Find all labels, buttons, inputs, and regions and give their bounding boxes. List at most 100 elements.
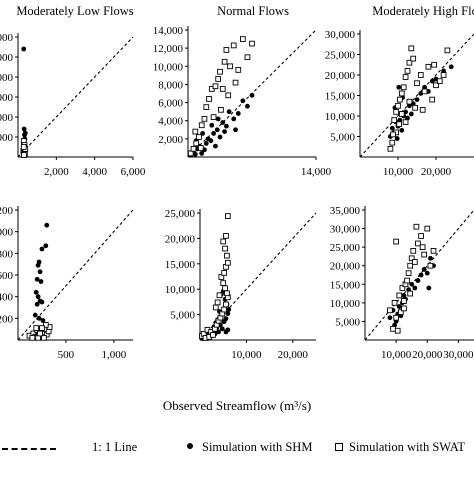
panel-1-swat-point: [21, 152, 27, 158]
panel-1-shm-point: [22, 130, 28, 136]
panel-2-shm-point: [217, 134, 223, 140]
panel-4-shm-point: [39, 246, 45, 252]
panel-3-swat-point: [436, 78, 443, 85]
panel-2-shm-point: [224, 123, 229, 129]
panel-4-shm-point: [33, 289, 39, 295]
panel-6-y-tick-label: 15,000: [330, 279, 361, 291]
panel-4-x-tick-label: 1,000: [101, 349, 126, 361]
panel-3-swat-point: [393, 109, 399, 115]
panel-4-shm-point: [34, 301, 40, 307]
panel-6-swat-point: [424, 225, 431, 232]
panel-3-swat-point: [390, 131, 396, 138]
panel-3-shm-point: [399, 127, 405, 133]
panel-3-y-tick-label: 20,000: [325, 70, 356, 82]
panel-6-shm-point: [424, 270, 430, 276]
panel-3-swat-point: [402, 74, 409, 80]
legend-shm-label: Simulation with SHM: [202, 440, 313, 454]
panel-5-swat-point: [224, 213, 231, 219]
panel-6-swat-point: [413, 223, 420, 230]
panel-3-y-tick-label: 15,000: [325, 91, 356, 103]
panel-3-swat-point: [400, 84, 407, 91]
panel-6-swat-point: [407, 290, 414, 297]
panel-3-y-tick-label: 5,000: [330, 132, 355, 144]
panel-6-shm-point: [401, 293, 407, 298]
panel-5-swat-point: [220, 238, 227, 245]
panel-5-swat-point: [212, 304, 219, 311]
panel-2-y-tick-label: 2,000: [158, 134, 183, 146]
panel-3-x-tick-label: 10,000: [383, 166, 414, 178]
panel-4-y-tick-label: 1,000: [0, 227, 14, 239]
panel-3-y-tick-label: 10,000: [325, 111, 356, 123]
panel-3-swat-point: [425, 63, 432, 70]
panel-6-y-tick-label: 35,000: [330, 205, 361, 217]
panel-4-shm-point: [44, 222, 50, 228]
panel-2-shm-point: [199, 150, 205, 156]
panel-3-swat-point: [444, 47, 451, 54]
panel-2-shm-point: [220, 120, 226, 125]
panel-2-swat-point: [197, 145, 204, 151]
panel-6-shm-point: [409, 281, 415, 287]
panel-2-shm-point: [240, 98, 246, 104]
panel-2-y-tick-label: 4,000: [158, 116, 183, 128]
panel-6-swat-point: [415, 240, 421, 247]
panel-6-swat-point: [411, 259, 418, 265]
panel-4-shm-point: [35, 294, 41, 300]
panel-3-shm-point: [397, 117, 403, 123]
panel-1-one-to-one-line: [17, 36, 134, 158]
panel-2-shm-point: [222, 129, 227, 135]
panel-4-shm-point: [32, 312, 38, 318]
panel-2-shm-point: [233, 127, 238, 133]
panel-5-y-tick-label: 25,000: [165, 208, 196, 220]
panel-6-swat-point: [404, 277, 410, 284]
panel-2-swat-point: [217, 68, 223, 75]
panel-6-y-tick-label: 10,000: [330, 298, 361, 310]
panel-3-title: Moderately High Flows: [372, 4, 474, 18]
panel-6-swat-point: [430, 248, 437, 254]
panel-2-x-tick-label: 14,000: [301, 166, 332, 178]
panel-1-y-tick-label: 1,000: [0, 132, 14, 144]
legend: 1: 1 Line Simulation with SHM Simulation…: [0, 440, 474, 470]
panel-3-swat-point: [419, 106, 426, 113]
panel-5-shm-point: [226, 307, 232, 312]
panel-4-y-tick-label: 400: [0, 292, 14, 304]
panel-6-shm-point: [396, 304, 402, 309]
legend-square-icon: [335, 443, 343, 451]
panel-2-y-tick-label: 12,000: [153, 43, 184, 55]
panel-6-swat-point: [396, 292, 403, 299]
panel-3-swat-point: [412, 104, 418, 111]
panel-3-swat-point: [431, 61, 437, 68]
panel-2-swat-point: [190, 145, 197, 152]
panel-5-y-tick-label: 5,000: [170, 310, 195, 322]
panel-3-shm-point: [408, 111, 414, 117]
panel-6-swat-point: [410, 248, 417, 254]
panel-2-shm-point: [213, 143, 218, 149]
panel-3-swat-point: [406, 59, 413, 66]
panel-3-swat-point: [391, 117, 398, 123]
panel-2-y-tick-label: 14,000: [153, 25, 184, 37]
panel-2-swat-point: [232, 79, 239, 86]
panel-5-x-tick-label: 20,000: [278, 349, 309, 361]
panel-5-shm-point: [219, 326, 225, 332]
panel-2-shm-point: [215, 116, 221, 122]
panel-4-swat-point: [33, 325, 40, 331]
panel-5-y-tick-label: 10,000: [165, 284, 196, 296]
panel-2-shm-point: [192, 151, 198, 157]
panel-6-swat-point: [401, 305, 407, 312]
panel-3-shm-point: [422, 84, 427, 90]
panel-2-swat-point: [240, 36, 246, 42]
panel-3-y-tick-label: 30,000: [325, 29, 356, 41]
panel-4-shm-point: [34, 276, 40, 282]
panel-6-y-tick-label: 20,000: [330, 261, 361, 273]
panel-3-x-tick-label: 20,000: [421, 166, 452, 178]
panel-2-swat-point: [227, 63, 233, 70]
panel-2-shm-point: [208, 138, 214, 144]
legend-dashed-line-icon: [2, 448, 56, 450]
panel-2-swat-point: [219, 86, 226, 92]
panel-4-swat-point: [42, 321, 49, 328]
panel-2-swat-point: [225, 92, 232, 99]
panel-2-swat-point: [206, 96, 212, 102]
panel-2-swat-point: [221, 58, 228, 65]
panel-5-swat-point: [216, 292, 223, 299]
panel-2-shm-point: [235, 111, 241, 116]
panel-2-y-tick-label: 6,000: [158, 98, 183, 110]
